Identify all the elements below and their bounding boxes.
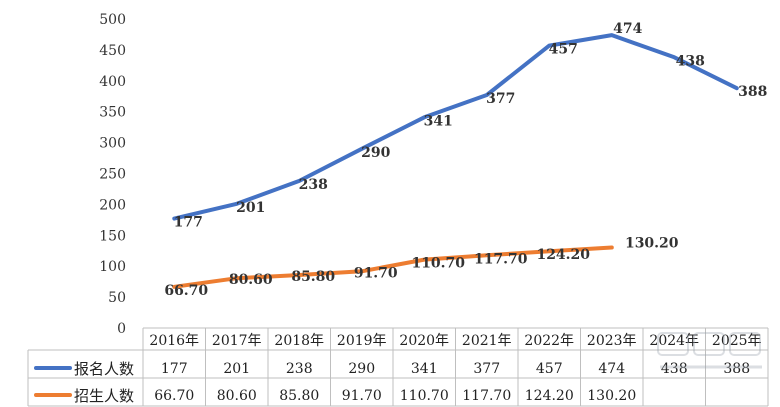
table-cell: 124.20 [525, 388, 574, 404]
data-label: 110.70 [411, 256, 465, 272]
data-label: 290 [361, 145, 390, 161]
data-label: 201 [236, 200, 265, 216]
data-labels: 177 201 238 290 341 377 457 474 438 388 66.70 80.60… [164, 21, 767, 299]
table-cell: 91.70 [342, 388, 382, 404]
data-label: 124.20 [536, 247, 590, 263]
table-cell: 290 [348, 361, 375, 377]
x-category-label: 2019年 [337, 333, 387, 349]
table-cell: 201 [223, 361, 250, 377]
data-label: 341 [424, 113, 453, 129]
table-cell: 110.70 [400, 388, 449, 404]
data-label: 177 [174, 215, 203, 231]
y-tick-label: 400 [99, 74, 126, 90]
data-table-header: 2016年 2017年 2018年 2019年 2020年 2021年 2022年 2023年… [149, 333, 761, 349]
table-cell: 341 [411, 361, 438, 377]
y-tick-label: 300 [99, 136, 126, 152]
y-tick-label: 100 [99, 259, 126, 275]
legend-label: 招生人数 [74, 387, 134, 405]
y-tick-label: 200 [99, 197, 126, 213]
data-label: 388 [738, 84, 767, 100]
data-label: 438 [676, 53, 705, 69]
data-label: 474 [613, 21, 642, 37]
y-tick-label: 0 [117, 321, 126, 337]
x-category-label: 2021年 [462, 333, 512, 349]
data-label: 85.80 [291, 269, 335, 285]
legend-label: 报名人数 [74, 360, 134, 378]
data-label: 238 [299, 177, 328, 193]
series-line-1 [172, 33, 739, 221]
table-cell: 238 [286, 361, 313, 377]
data-table-rows: 报名人数 177 201 238 290 341 377 457 474 438 388 招生人数 66… [34, 360, 750, 405]
y-tick-label: 250 [99, 167, 126, 183]
table-cell: 117.70 [462, 388, 511, 404]
y-tick-label: 150 [99, 228, 126, 244]
table-cell: 457 [536, 361, 563, 377]
data-label: 457 [549, 42, 578, 58]
data-label: 66.70 [164, 283, 208, 299]
table-cell: 177 [161, 361, 188, 377]
x-category-label: 2020年 [399, 333, 449, 349]
table-cell: 388 [723, 361, 750, 377]
series-line-2 [172, 245, 614, 289]
data-label: 80.60 [229, 272, 273, 288]
x-category-label: 2017年 [212, 333, 262, 349]
table-cell: 80.60 [217, 388, 257, 404]
x-category-label: 2016年 [149, 333, 199, 349]
y-tick-label: 450 [99, 43, 126, 59]
table-cell: 85.80 [279, 388, 319, 404]
x-category-label: 2024年 [649, 333, 699, 349]
table-cell: 66.70 [154, 388, 194, 404]
x-category-label: 2022年 [524, 333, 574, 349]
data-label: 377 [486, 91, 515, 107]
table-cell: 130.20 [587, 388, 636, 404]
series-lines [172, 33, 739, 289]
x-category-label: 2025年 [712, 333, 762, 349]
x-category-label: 2023年 [587, 333, 637, 349]
table-cell: 474 [598, 361, 625, 377]
x-category-label: 2018年 [274, 333, 324, 349]
data-label: 91.70 [354, 265, 398, 281]
data-table-grid [27, 327, 769, 407]
data-label: 130.20 [625, 236, 679, 252]
y-tick-label: 50 [108, 290, 126, 306]
data-label: 117.70 [474, 251, 528, 267]
y-tick-label: 500 [99, 12, 126, 28]
table-cell: 377 [473, 361, 500, 377]
table-cell: 438 [661, 361, 688, 377]
y-tick-label: 350 [99, 105, 126, 121]
y-axis: 0 50 100 150 200 250 300 350 400 450 500 [99, 12, 126, 337]
